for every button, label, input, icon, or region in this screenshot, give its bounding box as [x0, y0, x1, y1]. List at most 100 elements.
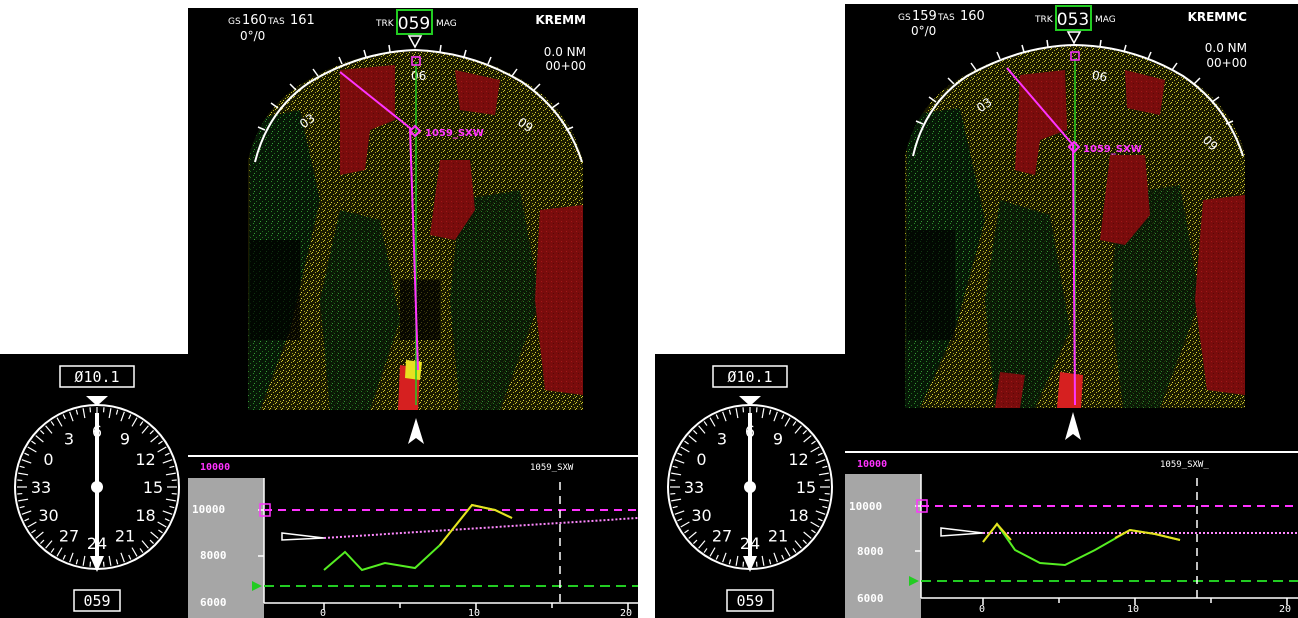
dial-tick: [768, 409, 772, 415]
tas-label: TAS: [937, 13, 955, 23]
dial-tick: [803, 435, 812, 443]
dial-tick: [69, 552, 74, 563]
vsd-dist-tick-0: 0: [979, 604, 985, 615]
dial-tick: [688, 531, 697, 539]
vsd-dist-tick-10: 10: [1127, 604, 1139, 615]
dial-tick: [164, 518, 170, 522]
gs-label: GS: [898, 13, 911, 23]
dial-tick: [31, 440, 36, 445]
dial-label: 18: [788, 506, 808, 525]
heading-bottom-value: 059: [736, 592, 763, 610]
dial-tick: [115, 409, 119, 415]
heading-top-value: Ø10.1: [74, 368, 119, 386]
vsd-tick-marks: [258, 509, 629, 610]
dial-tick: [157, 521, 167, 528]
lubber-triangle: [407, 35, 423, 49]
dial-tick: [18, 498, 29, 502]
dial-tick: [784, 417, 791, 427]
dial-tick: [169, 465, 175, 469]
route-line: [1006, 67, 1076, 406]
active-waypoint-id: KREMM: [535, 13, 586, 27]
dial-tick: [784, 547, 791, 557]
dial-tick: [82, 408, 86, 419]
dial-tick: [792, 548, 797, 553]
dial-tick: [128, 414, 132, 420]
dial-tick: [141, 425, 149, 434]
dial-label: 27: [712, 526, 732, 545]
mag-label: MAG: [436, 19, 457, 29]
dial-tick: [822, 505, 828, 509]
tas-value: 161: [290, 13, 315, 28]
wind-readout: 0°/0: [240, 29, 265, 43]
dial-label: 15: [143, 478, 163, 497]
dial-tick: [165, 472, 176, 476]
dial-tick: [50, 548, 55, 553]
dial-tick: [815, 459, 826, 464]
dial-tick: [802, 539, 807, 544]
dial-label: 21: [115, 526, 135, 545]
dial-tick: [815, 510, 826, 515]
display-panel-right: 03 06 09 1059_SXW GS 159 TAS 160 0°/0 TR…: [655, 0, 1298, 618]
dial-tick: [672, 505, 678, 509]
tas-value: 160: [960, 9, 985, 24]
gs-label: GS: [228, 17, 241, 27]
dial-tick: [802, 430, 807, 435]
eta-readout: 00+00: [1206, 56, 1247, 70]
heading-top-box: [59, 365, 135, 388]
vsd-waypoint-label: 1059_SXW_: [1160, 460, 1209, 470]
dial-tick: [781, 554, 785, 560]
dial-tick: [35, 531, 44, 539]
dial-tick: [818, 498, 829, 502]
heading-bottom-value: 059: [83, 592, 110, 610]
vsd-terrain-profile-high: [982, 522, 1012, 543]
dial-tick: [45, 540, 53, 549]
dial-label: 18: [135, 506, 155, 525]
gs-value: 159: [912, 9, 937, 24]
dial-tick: [56, 417, 63, 427]
dial-tick: [149, 539, 154, 544]
compass-label-06: 06: [411, 69, 426, 83]
dial-tick: [709, 547, 716, 557]
aircraft-symbol: [1065, 412, 1081, 440]
dial-tick: [728, 409, 732, 415]
vsd-floor-marker: [909, 576, 919, 586]
dial-tick: [715, 554, 719, 560]
dial-tick: [680, 521, 690, 528]
heading-top-box: [712, 365, 788, 388]
vsd-terrain-profile-high: [439, 503, 513, 546]
dial-tick: [150, 435, 159, 443]
dial-tick: [698, 540, 706, 549]
dial-tick: [162, 459, 173, 464]
heading-bug: [411, 56, 421, 66]
dial-tick: [773, 552, 778, 563]
dial-tick: [803, 531, 812, 539]
dial-label: 30: [38, 506, 58, 525]
compass-arc: [912, 43, 1244, 157]
heading-dial-labels: 36912151821242730330: [31, 422, 163, 553]
vsd-altitude-strip: [188, 478, 264, 618]
vsd-flight-path: [323, 517, 639, 539]
dial-tick: [45, 425, 53, 434]
dial-tick: [31, 529, 36, 534]
dial-tick: [120, 552, 125, 563]
mag-label: MAG: [1095, 15, 1116, 25]
vsd-dist-tick-10: 10: [468, 608, 480, 618]
dial-tick: [69, 411, 74, 422]
dial-tick: [149, 430, 154, 435]
dial-tick: [24, 452, 30, 456]
dial-tick: [735, 408, 739, 419]
vsd-alt-tick-6000: 6000: [857, 592, 884, 605]
dial-tick: [703, 421, 708, 426]
trk-value: 059: [398, 14, 430, 34]
compass-ticks: [915, 39, 1234, 125]
dial-tick: [674, 510, 685, 515]
dial-label: 3: [64, 430, 74, 449]
dial-tick: [21, 510, 32, 515]
route-line: [339, 71, 419, 371]
dial-tick: [141, 540, 149, 549]
dial-tick: [162, 510, 173, 515]
vsd-tick-marks: [915, 505, 1288, 605]
vsd-alt-tick-8000: 8000: [200, 549, 227, 562]
dial-tick: [722, 552, 727, 563]
dial-tick: [761, 555, 765, 566]
